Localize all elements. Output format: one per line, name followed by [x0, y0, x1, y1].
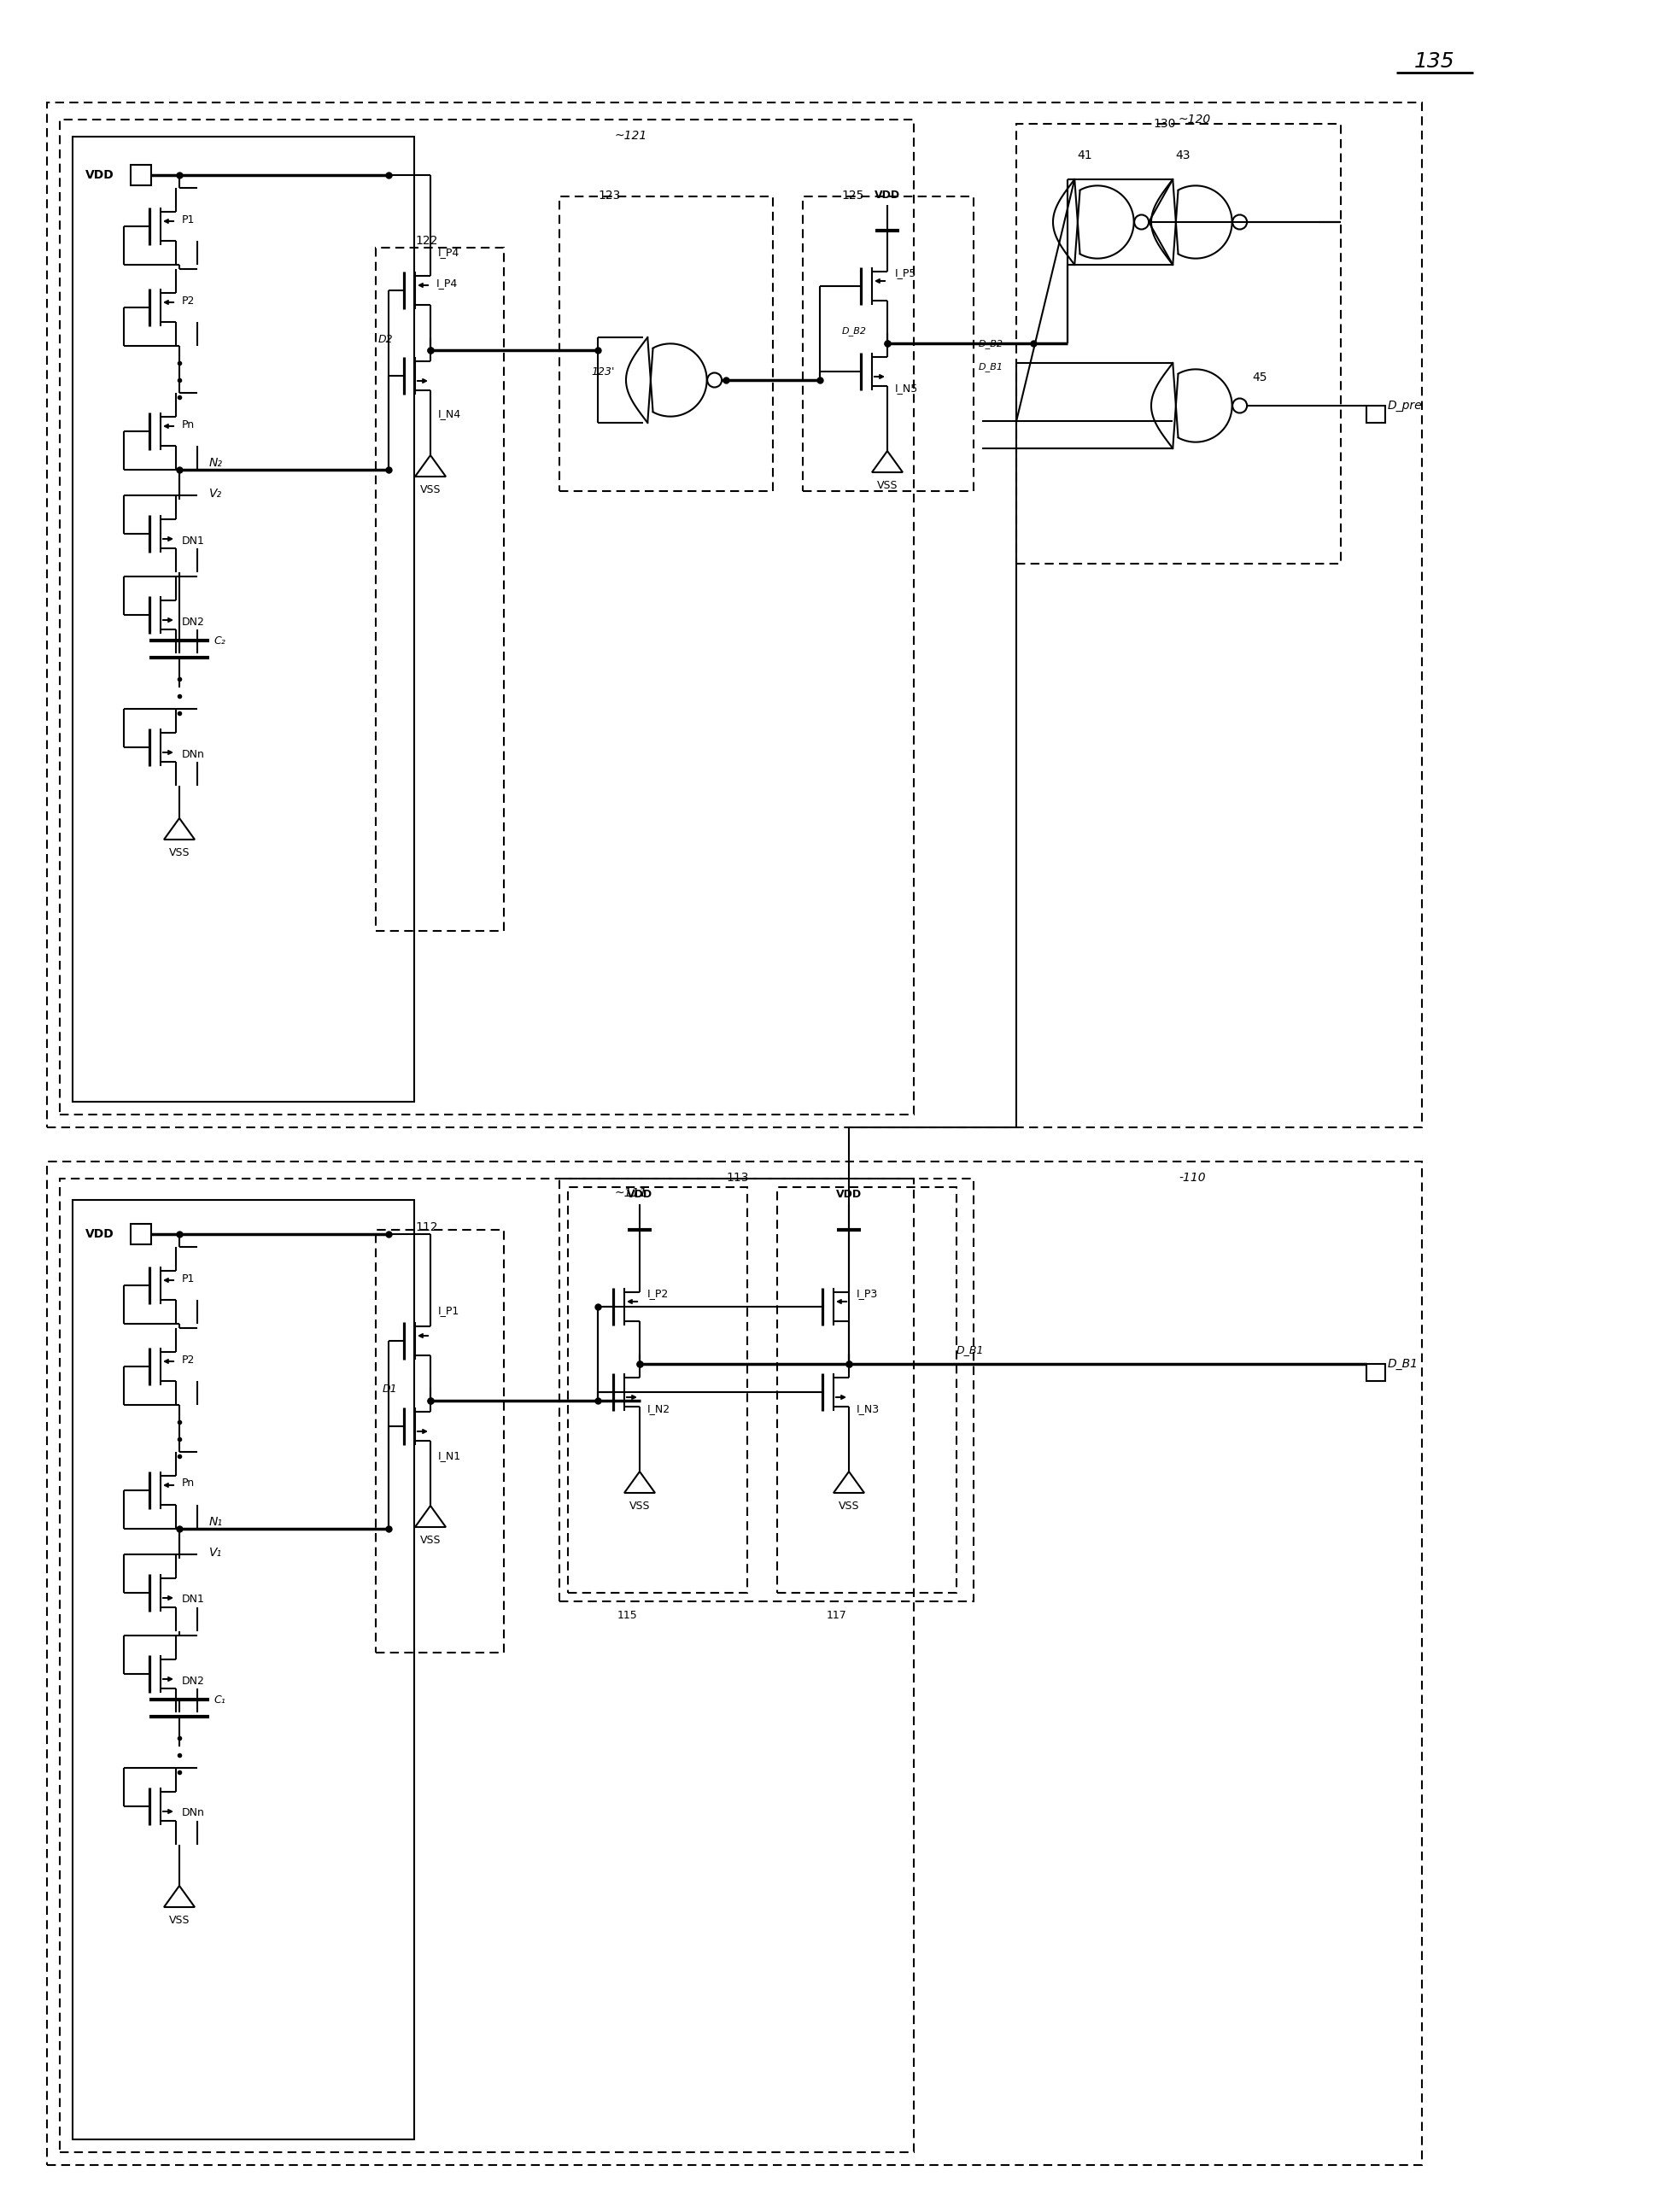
Text: VDD: VDD: [875, 190, 900, 201]
Text: D_pre: D_pre: [1389, 400, 1422, 411]
Text: N₁: N₁: [210, 1515, 223, 1528]
Text: 122: 122: [416, 234, 438, 248]
Text: P2: P2: [181, 1354, 195, 1365]
Text: D_B1: D_B1: [957, 1345, 984, 1356]
Text: VDD: VDD: [836, 1188, 861, 1199]
Text: -110: -110: [1179, 1172, 1206, 1183]
Text: I_N3: I_N3: [856, 1405, 880, 1416]
Text: I_N2: I_N2: [648, 1405, 670, 1416]
Text: VSS: VSS: [420, 484, 442, 495]
Text: D_B2: D_B2: [979, 338, 1004, 347]
Text: VSS: VSS: [630, 1500, 650, 1511]
Text: ~120: ~120: [1179, 113, 1211, 126]
Text: V₁: V₁: [210, 1546, 222, 1559]
Text: ~121: ~121: [615, 131, 648, 142]
Bar: [131, 1223, 151, 1245]
Text: DNn: DNn: [181, 748, 205, 759]
Text: DN2: DN2: [181, 617, 205, 628]
Text: C₂: C₂: [213, 635, 225, 646]
Text: VSS: VSS: [420, 1535, 442, 1546]
Text: VDD: VDD: [626, 1188, 653, 1199]
Bar: [1367, 405, 1385, 422]
Text: 123': 123': [591, 365, 615, 376]
Text: DNn: DNn: [181, 1807, 205, 1818]
Text: Pn: Pn: [181, 1478, 195, 1489]
Text: D1: D1: [383, 1385, 398, 1396]
Text: P1: P1: [181, 1272, 195, 1285]
Text: VSS: VSS: [876, 480, 898, 491]
Text: I_P4: I_P4: [437, 279, 458, 290]
Text: I_P1: I_P1: [438, 1305, 460, 1316]
Text: DN2: DN2: [181, 1674, 205, 1686]
Text: 125: 125: [841, 190, 863, 201]
Text: D_B1: D_B1: [1389, 1358, 1419, 1369]
Text: 135: 135: [1414, 51, 1456, 71]
Text: N₂: N₂: [210, 458, 223, 469]
Text: I_P3: I_P3: [856, 1287, 878, 1298]
Text: P1: P1: [181, 215, 195, 226]
Bar: [1367, 1365, 1385, 1380]
Bar: [72, 137, 415, 1102]
Text: 130: 130: [1153, 117, 1175, 131]
Text: D_B2: D_B2: [843, 327, 866, 336]
Text: 45: 45: [1253, 372, 1268, 383]
Text: V₂: V₂: [210, 487, 222, 500]
Text: 112: 112: [416, 1221, 438, 1234]
Text: C₁: C₁: [213, 1694, 225, 1705]
Text: VDD: VDD: [86, 168, 114, 181]
Text: DN1: DN1: [181, 1595, 205, 1606]
Text: VSS: VSS: [838, 1500, 860, 1511]
Text: ~111: ~111: [615, 1188, 648, 1199]
Bar: [131, 166, 151, 186]
Text: I_N4: I_N4: [438, 409, 462, 420]
Text: I_P5: I_P5: [895, 268, 917, 279]
Text: D_B1: D_B1: [979, 363, 1004, 372]
Text: 115: 115: [618, 1610, 638, 1621]
Bar: [72, 1199, 415, 2139]
Text: I_N1: I_N1: [438, 1451, 462, 1462]
Text: I_N5: I_N5: [895, 383, 918, 394]
Text: VSS: VSS: [170, 1916, 190, 1927]
Text: 43: 43: [1175, 150, 1190, 161]
Text: D2: D2: [378, 334, 393, 345]
Text: 117: 117: [826, 1610, 848, 1621]
Text: Pn: Pn: [181, 418, 195, 429]
Text: P2: P2: [181, 294, 195, 305]
Text: 113: 113: [725, 1172, 749, 1183]
Text: VDD: VDD: [86, 1228, 114, 1241]
Text: 123: 123: [598, 190, 620, 201]
Text: 41: 41: [1076, 150, 1091, 161]
Text: DN1: DN1: [181, 535, 205, 546]
Text: I_P4: I_P4: [438, 248, 460, 259]
Text: I_P2: I_P2: [648, 1287, 668, 1298]
Text: VSS: VSS: [170, 847, 190, 858]
